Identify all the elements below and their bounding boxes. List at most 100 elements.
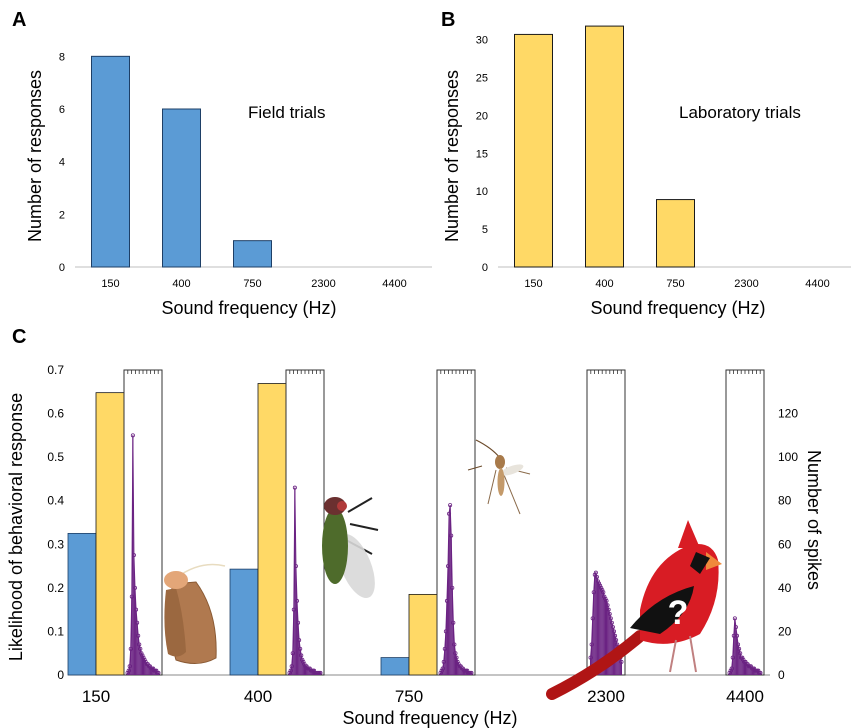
spike-point xyxy=(599,585,604,590)
spike-point xyxy=(589,642,594,647)
c-left-y-tick: 0 xyxy=(57,668,64,682)
b-y-tick: 30 xyxy=(476,35,488,47)
spike-point xyxy=(603,596,608,601)
panel-a: A 0 2 4 6 8 150 400 750 2300 4400 Field trials S… xyxy=(12,9,432,318)
spike-point xyxy=(138,646,143,651)
spike-bin xyxy=(135,609,137,675)
c-x-tick: 150 xyxy=(82,687,110,706)
panel-a-annotation: Field trials xyxy=(248,103,325,122)
spike-bin xyxy=(289,672,291,675)
spike-point xyxy=(318,670,323,675)
spike-bin xyxy=(730,670,732,675)
spike-bin xyxy=(756,670,758,675)
spike-bin xyxy=(738,648,740,675)
spike-point xyxy=(131,553,136,558)
spike-point xyxy=(307,666,312,671)
spike-histogram-4400 xyxy=(725,369,765,676)
spike-point xyxy=(438,670,443,675)
spike-point xyxy=(147,664,152,669)
spike-histogram-150 xyxy=(123,369,163,676)
spike-bin xyxy=(602,592,604,675)
spike-point xyxy=(609,620,614,625)
spike-bin xyxy=(460,666,462,675)
spike-point xyxy=(443,629,448,634)
spike-point xyxy=(445,564,450,569)
spike-point xyxy=(291,607,296,612)
spike-point xyxy=(745,662,750,667)
spike-point xyxy=(619,659,624,664)
a-x-tick: 400 xyxy=(172,278,190,290)
spike-point xyxy=(439,668,444,673)
spike-histogram-750 xyxy=(436,369,476,676)
spike-bin xyxy=(465,670,467,675)
spike-bin xyxy=(741,657,743,675)
panel-a-x-ticks: 150 400 750 2300 4400 xyxy=(101,278,406,290)
spike-point xyxy=(444,598,449,603)
moth-icon xyxy=(164,563,226,664)
a-x-tick: 150 xyxy=(101,278,119,290)
spike-bin xyxy=(592,618,594,675)
panel-a-y-ticks: 0 2 4 6 8 xyxy=(59,51,65,274)
panel-label-a: A xyxy=(12,9,26,31)
spike-point xyxy=(743,659,748,664)
spike-bin xyxy=(458,664,460,675)
spike-bin xyxy=(604,598,606,675)
spike-bin xyxy=(452,622,454,675)
spike-point xyxy=(450,585,455,590)
spike-point xyxy=(299,653,304,658)
spike-bin xyxy=(145,661,147,675)
panel-b-x-ticks: 150 400 750 2300 4400 xyxy=(524,278,829,290)
panel-b-y-ticks: 0 5 10 15 20 25 30 xyxy=(476,35,488,274)
panel-b-annotation: Laboratory trials xyxy=(679,103,801,122)
spike-bin xyxy=(607,605,609,675)
c-left-y-tick: 0.7 xyxy=(47,363,64,377)
c-left-y-tick: 0.6 xyxy=(47,407,64,421)
c-right-y-tick: 60 xyxy=(778,537,792,551)
b-x-tick: 750 xyxy=(666,278,684,290)
spike-point xyxy=(452,642,457,647)
spike-point xyxy=(136,633,141,638)
spike-histogram-2300 xyxy=(586,369,626,676)
spike-bin xyxy=(598,583,600,675)
spike-point xyxy=(142,657,147,662)
b-x-tick: 2300 xyxy=(734,278,758,290)
spike-bin xyxy=(301,659,303,675)
spike-point xyxy=(607,612,612,617)
spike-point xyxy=(612,629,617,634)
spike-bin xyxy=(313,670,315,675)
b-y-tick: 15 xyxy=(476,148,488,160)
b-y-tick: 20 xyxy=(476,110,488,122)
spike-bin xyxy=(617,648,619,675)
spike-point xyxy=(140,653,145,658)
spike-bin xyxy=(747,664,749,675)
c-left-y-tick: 0.1 xyxy=(47,624,64,638)
spike-point xyxy=(592,572,597,577)
spike-bin xyxy=(302,661,304,675)
panel-a-y-label: Number of responses xyxy=(25,70,45,242)
spike-bin xyxy=(619,657,621,675)
spike-bin xyxy=(128,670,130,675)
spike-bin xyxy=(595,572,597,675)
c-x-tick: 400 xyxy=(244,687,272,706)
a-y-tick: 6 xyxy=(59,104,65,116)
spike-bin xyxy=(143,657,145,675)
spike-point xyxy=(137,642,142,647)
spike-bin xyxy=(449,505,451,675)
spike-bin xyxy=(443,661,445,675)
spike-point xyxy=(301,659,306,664)
a-x-tick: 4400 xyxy=(382,278,406,290)
spike-bin xyxy=(736,635,738,675)
spike-point xyxy=(748,664,753,669)
a-x-tick: 2300 xyxy=(311,278,335,290)
spike-point xyxy=(298,646,303,651)
spike-bin xyxy=(294,487,296,675)
spike-bin xyxy=(298,640,300,675)
spike-bin xyxy=(450,535,452,675)
panel-c-left-y-ticks: 0 0.1 0.2 0.3 0.4 0.5 0.6 0.7 xyxy=(47,363,64,682)
spike-point xyxy=(735,633,740,638)
panel-c-behavior-bars xyxy=(67,383,438,676)
spike-point xyxy=(613,633,618,638)
b-y-tick: 5 xyxy=(482,224,488,236)
spike-box-frame xyxy=(285,369,325,676)
spike-bin xyxy=(308,668,310,675)
